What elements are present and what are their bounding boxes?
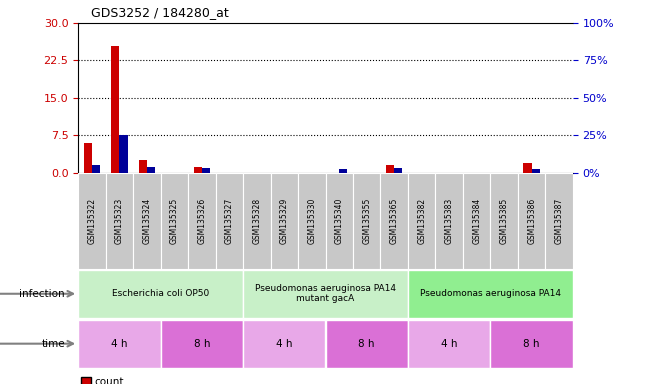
Bar <box>532 169 540 173</box>
Bar <box>133 173 161 269</box>
Bar <box>202 168 210 173</box>
Text: GSM135324: GSM135324 <box>143 198 151 244</box>
Text: GSM135323: GSM135323 <box>115 198 124 244</box>
Text: Pseudomonas aeruginosa PA14: Pseudomonas aeruginosa PA14 <box>420 289 561 298</box>
Bar <box>298 173 326 269</box>
Bar <box>243 270 408 318</box>
Text: GSM135326: GSM135326 <box>197 198 206 244</box>
Bar <box>147 167 155 173</box>
Bar <box>523 163 532 173</box>
Bar <box>395 168 402 173</box>
Bar <box>139 161 147 173</box>
Text: 8 h: 8 h <box>193 339 210 349</box>
Bar <box>490 320 573 367</box>
Bar <box>215 173 243 269</box>
Text: GSM135385: GSM135385 <box>500 198 508 244</box>
Bar <box>119 136 128 173</box>
Bar <box>386 165 395 173</box>
Text: GSM135365: GSM135365 <box>390 198 398 244</box>
Bar <box>92 165 100 173</box>
Bar <box>436 173 463 269</box>
Bar <box>243 320 326 367</box>
Text: GSM135322: GSM135322 <box>87 198 96 244</box>
Bar <box>326 320 408 367</box>
Bar <box>111 46 119 173</box>
Bar <box>83 143 92 173</box>
Text: GSM135327: GSM135327 <box>225 198 234 244</box>
Bar <box>78 270 243 318</box>
Bar <box>105 173 133 269</box>
Bar <box>490 173 518 269</box>
Bar <box>243 173 271 269</box>
Text: GSM135355: GSM135355 <box>362 198 371 244</box>
Bar <box>188 173 215 269</box>
Text: infection: infection <box>20 289 65 299</box>
Text: 4 h: 4 h <box>276 339 292 349</box>
Text: 8 h: 8 h <box>523 339 540 349</box>
Bar <box>380 173 408 269</box>
Text: GSM135386: GSM135386 <box>527 198 536 244</box>
Bar <box>463 173 490 269</box>
Bar <box>271 173 298 269</box>
Text: GSM135340: GSM135340 <box>335 198 344 244</box>
Text: 4 h: 4 h <box>111 339 128 349</box>
Text: Escherichia coli OP50: Escherichia coli OP50 <box>112 289 209 298</box>
Bar <box>78 320 161 367</box>
Text: 8 h: 8 h <box>359 339 375 349</box>
Text: time: time <box>42 339 65 349</box>
Bar <box>408 320 490 367</box>
Text: 4 h: 4 h <box>441 339 458 349</box>
Bar <box>353 173 380 269</box>
Bar <box>518 173 546 269</box>
Bar <box>408 173 436 269</box>
Bar <box>193 167 202 173</box>
Bar <box>546 173 573 269</box>
Text: GSM135382: GSM135382 <box>417 198 426 244</box>
Text: count: count <box>94 377 124 384</box>
Text: GSM135387: GSM135387 <box>555 198 564 244</box>
Bar <box>408 270 573 318</box>
Bar <box>326 173 353 269</box>
Bar <box>339 169 348 173</box>
Text: GSM135325: GSM135325 <box>170 198 179 244</box>
Text: GDS3252 / 184280_at: GDS3252 / 184280_at <box>91 6 229 19</box>
Text: GSM135383: GSM135383 <box>445 198 454 244</box>
Text: GSM135384: GSM135384 <box>472 198 481 244</box>
Bar <box>78 173 105 269</box>
Text: GSM135329: GSM135329 <box>280 198 289 244</box>
Bar <box>161 173 188 269</box>
Text: GSM135328: GSM135328 <box>253 198 261 244</box>
Text: GSM135330: GSM135330 <box>307 198 316 244</box>
Bar <box>161 320 243 367</box>
Text: Pseudomonas aeruginosa PA14
mutant gacA: Pseudomonas aeruginosa PA14 mutant gacA <box>255 284 396 303</box>
